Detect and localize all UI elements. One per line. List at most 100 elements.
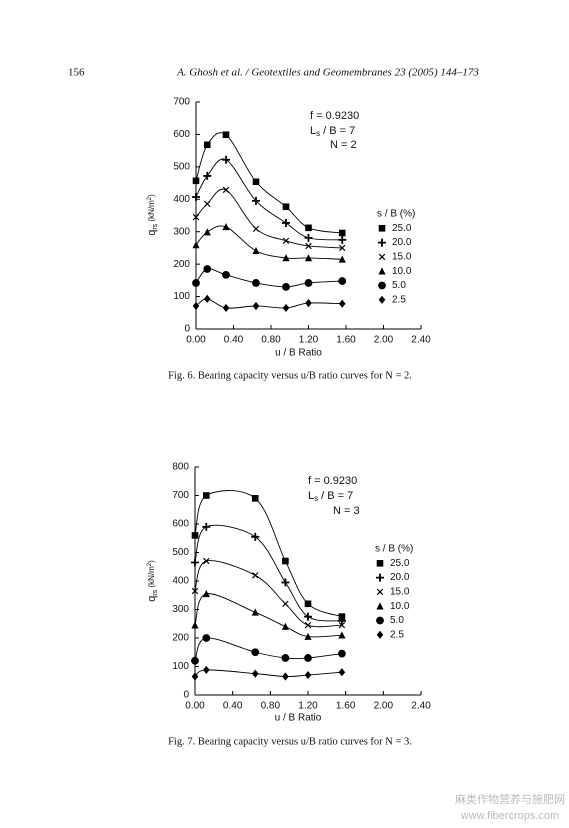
y-tick-label: 100: [173, 291, 190, 302]
figure-caption: Fig. 7. Bearing capacity versus u/B rati…: [168, 736, 412, 747]
x-tick-label: 0.80: [261, 701, 281, 712]
marker: [192, 301, 200, 311]
annotation-part: s: [316, 129, 320, 138]
legend-title: s / B (%): [375, 544, 413, 555]
marker: [202, 634, 211, 642]
y-tick-label: 0: [184, 324, 190, 335]
legend-label: 2.5: [392, 294, 406, 305]
marker: [338, 649, 346, 658]
marker: [191, 672, 199, 681]
marker: [282, 672, 289, 681]
watermark: 麻类作物营养与施肥网: [455, 792, 565, 806]
marker: [203, 171, 212, 180]
y-tick-label: 700: [173, 97, 190, 108]
marker: [282, 254, 290, 262]
annotation-part: f = 0.9230: [308, 475, 357, 487]
x-tick-label: 0.00: [185, 701, 205, 712]
marker: [305, 224, 312, 232]
y-axis-label-part: rs: [152, 589, 159, 595]
figure-caption: Fig. 6. Bearing capacity versus u/B rati…: [168, 370, 412, 381]
y-tick-label: 200: [173, 259, 190, 270]
marker: [282, 600, 289, 608]
marker: [282, 557, 289, 565]
y-tick-label: 500: [173, 161, 190, 172]
marker: [203, 141, 211, 149]
watermark: www.fibercrops.com: [460, 810, 559, 822]
annotation-part: N = 2: [330, 139, 357, 151]
x-tick-label: 0.40: [224, 335, 244, 346]
y-tick-label: 700: [172, 490, 189, 501]
marker: [304, 632, 312, 640]
legend-label: 20.0: [390, 572, 410, 583]
marker: [222, 186, 230, 194]
legend-label: 5.0: [392, 280, 406, 291]
annotation-part: / B = 7: [320, 125, 355, 137]
legend-title: s / B (%): [377, 209, 415, 220]
y-axis-label-part: rs: [152, 223, 159, 229]
marker: [203, 665, 210, 675]
marker: [338, 668, 346, 677]
marker: [337, 616, 346, 625]
y-axis-label-part: q: [146, 596, 158, 602]
legend-marker: [378, 295, 386, 304]
y-axis-label-part: q: [146, 230, 158, 236]
y-tick-label: 600: [173, 129, 190, 140]
page-number: 156: [68, 67, 85, 79]
marker: [338, 631, 346, 639]
marker: [202, 522, 211, 531]
legend-marker: [376, 588, 384, 596]
x-tick-label: 1.20: [298, 701, 318, 712]
x-axis-label: u / B Ratio: [275, 348, 322, 359]
marker: [251, 648, 260, 657]
y-axis-label-part: (kN/m: [147, 566, 156, 590]
marker: [191, 558, 199, 567]
marker: [304, 279, 313, 287]
x-tick-label: 1.60: [336, 701, 356, 712]
y-tick-label: 300: [173, 226, 190, 237]
annotation: f = 0.9230: [308, 475, 357, 487]
marker: [282, 218, 290, 227]
y-axis-label-part: (kN/m: [147, 200, 156, 224]
marker: [252, 178, 260, 186]
marker: [282, 282, 290, 291]
legend-label: 10.0: [390, 601, 410, 612]
legend-marker: [378, 253, 386, 261]
marker: [305, 298, 312, 308]
marker: [191, 532, 199, 539]
y-axis-label-part: ): [147, 194, 156, 197]
marker: [304, 233, 313, 242]
annotation: N = 2: [330, 139, 357, 151]
legend-marker: [378, 281, 386, 290]
legend-marker: [376, 630, 384, 639]
marker: [222, 155, 230, 164]
annotation: Ls / B = 7: [308, 490, 353, 503]
series-curve: [194, 560, 342, 628]
x-tick-label: 2.00: [374, 335, 394, 346]
marker: [282, 203, 290, 211]
annotation-part: / B = 7: [318, 490, 353, 502]
marker: [304, 670, 312, 680]
marker: [338, 299, 346, 308]
x-tick-label: 1.60: [336, 335, 356, 346]
marker: [252, 247, 260, 255]
legend-label: 5.0: [390, 615, 404, 626]
marker: [203, 557, 210, 565]
marker: [251, 495, 259, 502]
marker: [338, 229, 346, 237]
legend-label: 15.0: [392, 252, 412, 263]
series-curve: [194, 524, 342, 622]
marker: [304, 654, 312, 662]
legend-marker: [378, 267, 386, 275]
y-tick-label: 800: [172, 462, 189, 473]
marker: [282, 303, 290, 313]
marker: [338, 255, 346, 263]
y-tick-label: 300: [172, 604, 189, 615]
marker: [202, 590, 210, 598]
marker: [192, 193, 200, 202]
y-tick-label: 200: [172, 633, 189, 644]
annotation: Ls / B = 7: [310, 125, 355, 138]
marker: [192, 279, 200, 287]
x-tick-label: 2.40: [411, 335, 431, 346]
